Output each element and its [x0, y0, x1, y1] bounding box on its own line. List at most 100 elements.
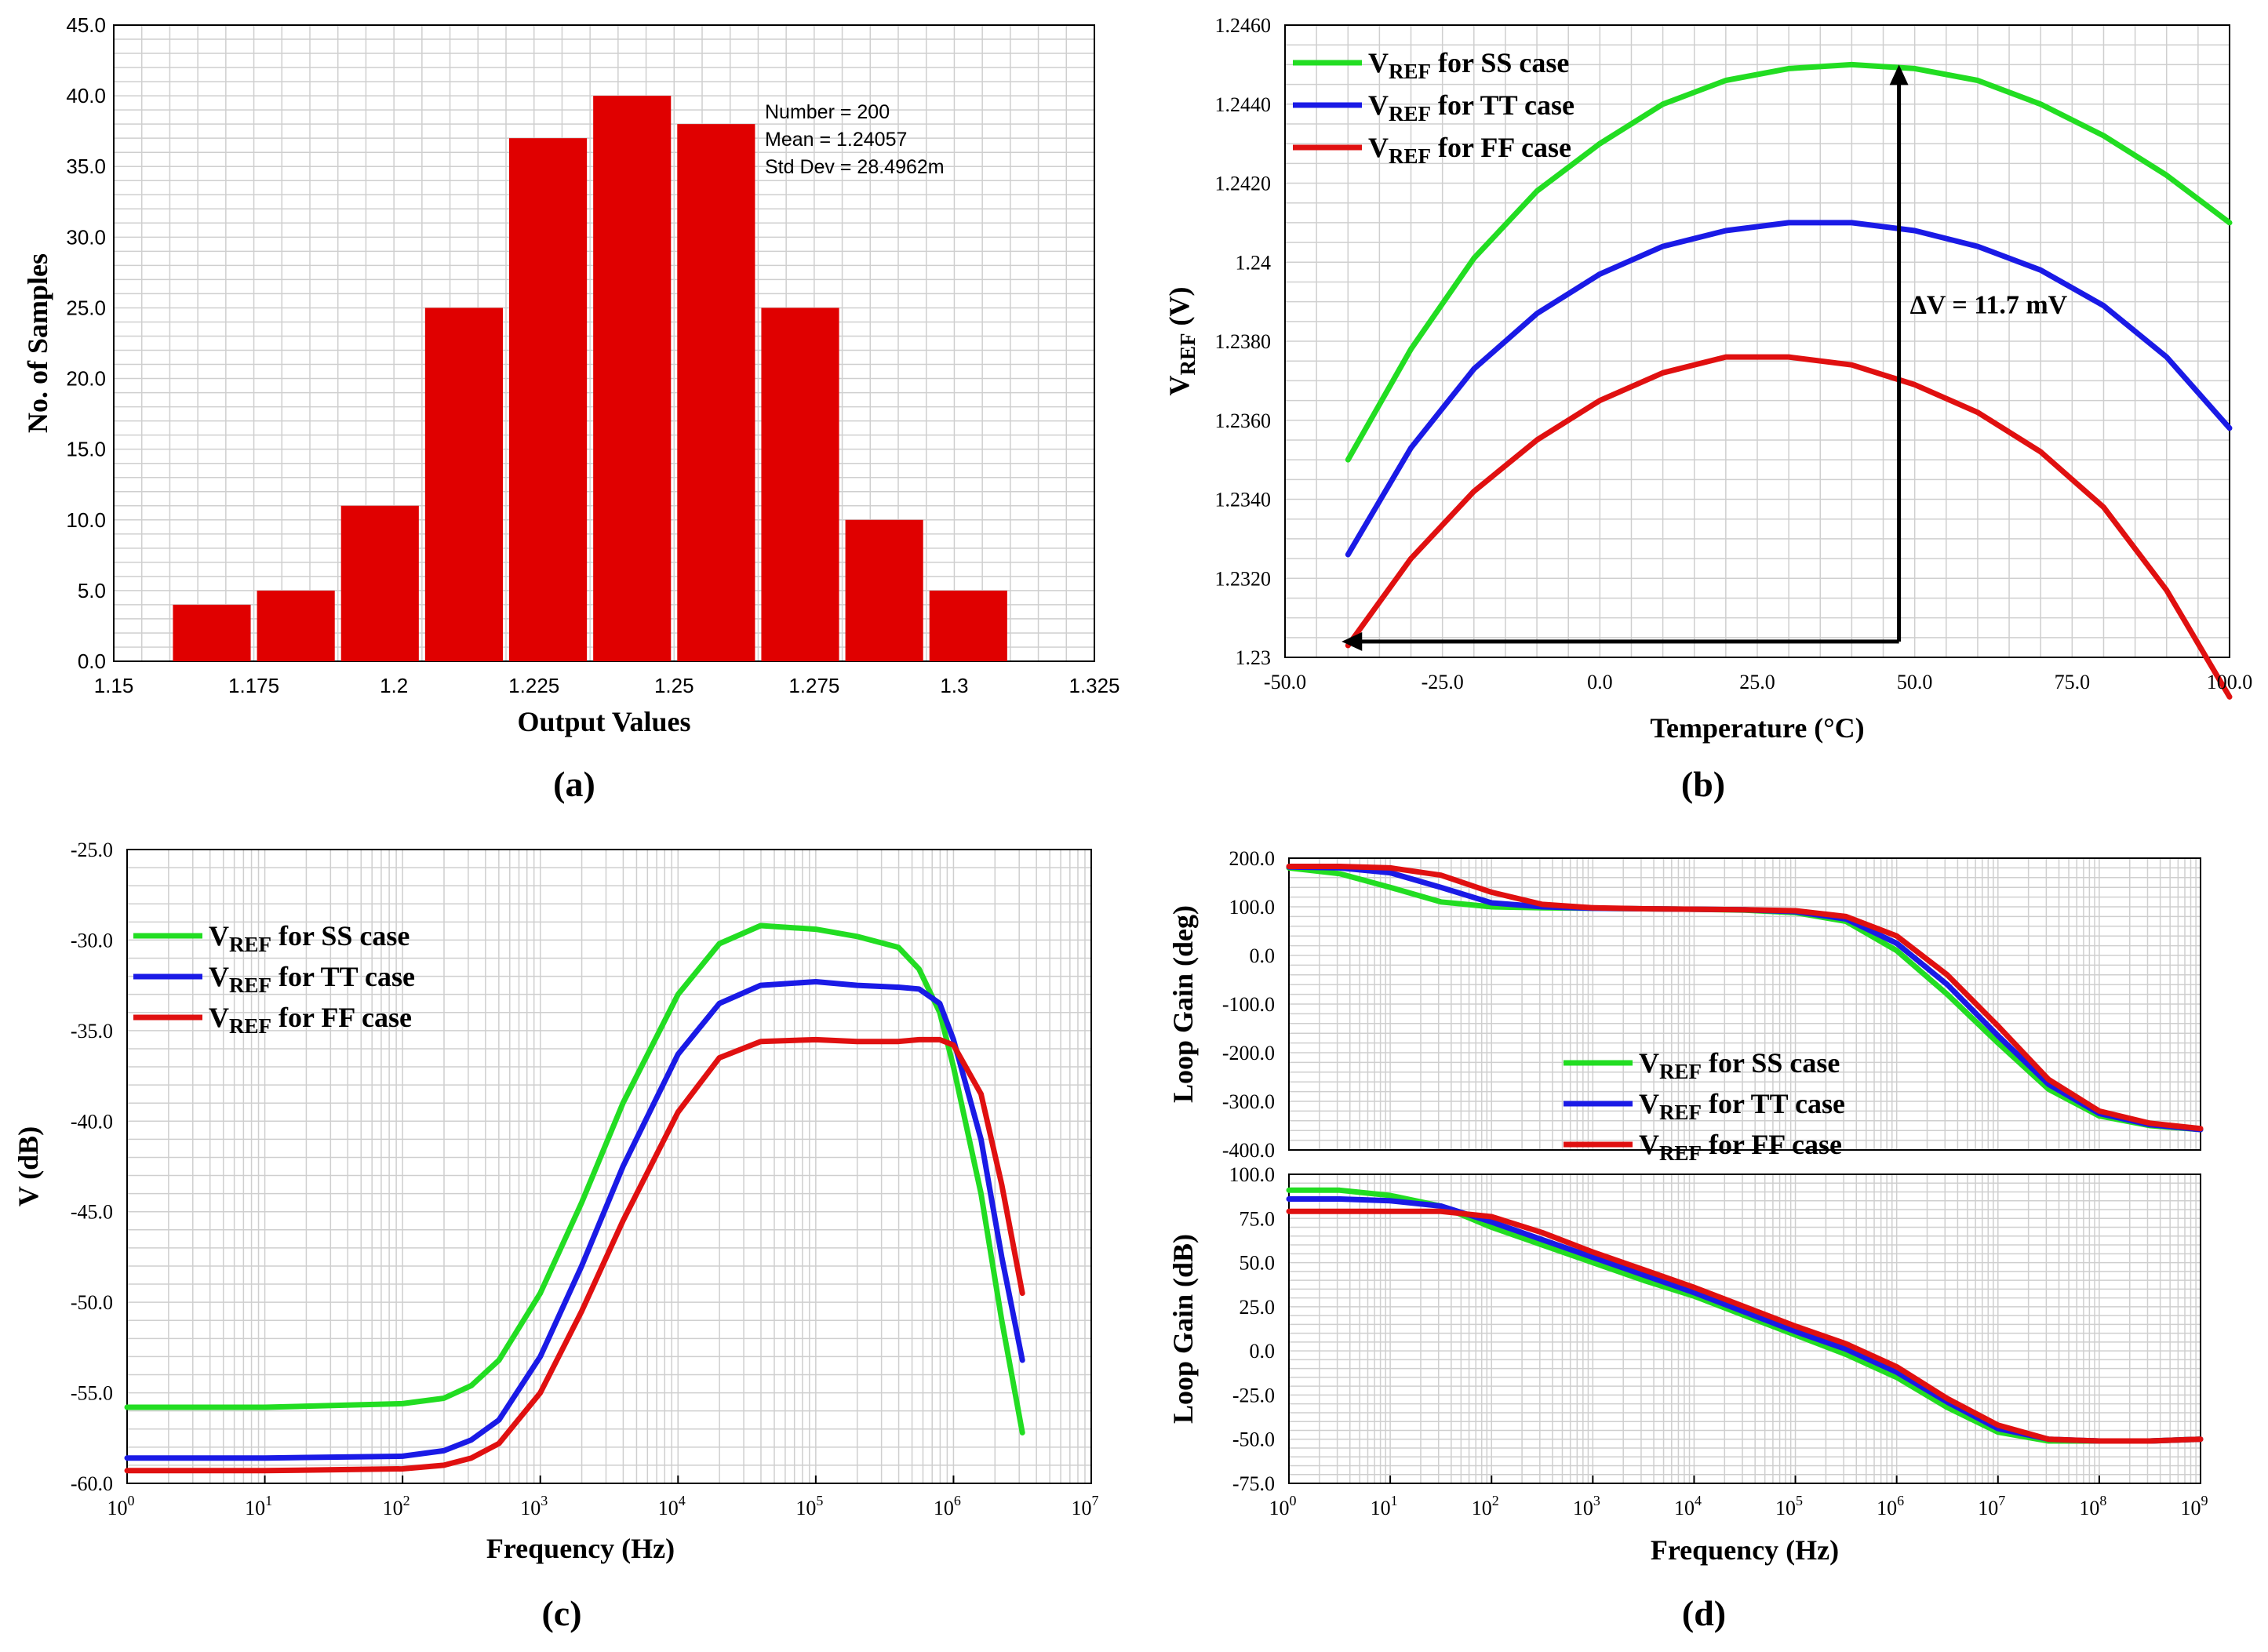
d-phase-y-tick: 0.0 — [1250, 944, 1276, 967]
tick-exponent: 7 — [1092, 1493, 1099, 1508]
tick-base: 10 — [1877, 1497, 1897, 1519]
a-y-tick: 35.0 — [66, 155, 106, 178]
d-gain-y-tick: 100.0 — [1229, 1163, 1276, 1186]
b-x-tick: 75.0 — [2055, 671, 2091, 693]
c-y-tick: -25.0 — [71, 839, 113, 861]
tick-base: 10 — [245, 1497, 265, 1519]
legend-rest: for TT case — [271, 961, 415, 992]
b-x-axis-label: Temperature (°C) — [1650, 712, 1864, 744]
d-phase-y-tick: -400.0 — [1222, 1139, 1275, 1162]
d-phase-y-tick: -100.0 — [1222, 993, 1275, 1016]
legend-sub: REF — [1659, 1060, 1702, 1083]
legend-v: V — [1639, 1129, 1659, 1160]
c-x-tick: 106 — [934, 1493, 961, 1519]
d-x-tick: 101 — [1371, 1493, 1398, 1519]
legend-label-ss: VREF for SS case — [1639, 1047, 1840, 1083]
c-x-tick: 103 — [520, 1493, 548, 1519]
legend-rest: for SS case — [1431, 47, 1569, 78]
a-stats-text: Mean = 1.24057 — [765, 129, 907, 151]
tick-base: 10 — [383, 1497, 403, 1519]
ylabel-unit: (V) — [1163, 287, 1195, 333]
b-y-tick: 1.2320 — [1215, 567, 1272, 590]
legend-label-tt: VREF for TT case — [1368, 89, 1574, 126]
legend-rest: for TT case — [1431, 89, 1574, 121]
a-x-tick: 1.2 — [380, 674, 408, 697]
a-y-axis-label: No. of Samples — [22, 253, 53, 433]
b-x-tick: -25.0 — [1422, 671, 1464, 693]
d-x-tick: 100 — [1269, 1493, 1297, 1519]
c-y-tick: -45.0 — [71, 1201, 113, 1224]
panel-b-temperature-plot: ΔV = 11.7 mV -50.0 -25.0 0.0 25.0 50.0 75.0 100… — [1163, 14, 2252, 804]
tick-exponent: 6 — [954, 1493, 961, 1508]
legend-v: V — [1368, 89, 1389, 121]
tick-exponent: 9 — [2201, 1493, 2208, 1508]
a-x-tick: 1.175 — [228, 674, 279, 697]
b-series-ss-line — [1345, 61, 2233, 463]
tick-exponent: 0 — [128, 1493, 135, 1508]
d-panel-label: (d) — [1682, 1593, 1726, 1633]
c-x-tick: 107 — [1072, 1493, 1099, 1519]
c-panel-label: (c) — [541, 1593, 581, 1633]
delta-v-annotation: ΔV = 11.7 mV — [1910, 291, 2068, 320]
c-y-tick: -35.0 — [71, 1020, 113, 1043]
tick-exponent: 2 — [1492, 1493, 1499, 1508]
tick-exponent: 2 — [403, 1493, 410, 1508]
legend-v: V — [1639, 1047, 1659, 1079]
legend-label-tt: VREF for TT case — [1639, 1088, 1845, 1124]
tick-exponent: 5 — [1796, 1493, 1803, 1508]
b-x-tick: 100.0 — [2207, 671, 2253, 693]
a-y-tick: 40.0 — [66, 84, 106, 107]
tick-exponent: 7 — [1998, 1493, 2005, 1508]
legend-rest: for FF case — [1431, 132, 1571, 163]
b-x-tick: 25.0 — [1739, 671, 1775, 693]
tick-base: 10 — [1674, 1497, 1695, 1519]
tick-base: 10 — [520, 1497, 541, 1519]
legend-sub: REF — [1389, 144, 1431, 168]
c-series-ss-line — [124, 922, 1025, 1435]
legend-sub: REF — [1389, 60, 1431, 83]
a-x-axis-label: Output Values — [517, 706, 690, 737]
histogram-bar — [677, 124, 755, 662]
b-y-tick: 1.2460 — [1215, 14, 1272, 37]
b-frame — [1284, 24, 2230, 658]
d-gain-y-tick: -25.0 — [1232, 1384, 1275, 1406]
b-x-tick: 50.0 — [1897, 671, 1933, 693]
d-x-tick: 103 — [1573, 1493, 1600, 1519]
histogram-bar — [929, 590, 1007, 661]
a-y-tick: 5.0 — [78, 579, 106, 602]
b-y-tick: 1.23 — [1236, 646, 1272, 669]
tick-exponent: 1 — [1391, 1493, 1398, 1508]
legend-rest: for TT case — [1702, 1088, 1845, 1119]
legend-sub: REF — [1659, 1101, 1702, 1124]
d-gain-series-tt-line — [1286, 1196, 2204, 1444]
b-x-tick: 0.0 — [1587, 671, 1613, 693]
tick-base: 10 — [2079, 1497, 2099, 1519]
a-y-tick: 10.0 — [66, 508, 106, 532]
tick-base: 10 — [934, 1497, 954, 1519]
b-y-tick: 1.2420 — [1215, 173, 1272, 195]
b-y-axis-label: VREF (V) — [1163, 287, 1200, 396]
d-phase-y-tick: -200.0 — [1222, 1042, 1275, 1064]
d-phase-frame — [1288, 857, 2201, 1151]
histogram-bar — [173, 604, 251, 661]
legend-rest: for FF case — [1702, 1129, 1842, 1160]
legend-label-ff: VREF for FF case — [1368, 132, 1571, 168]
legend-rest: for SS case — [271, 920, 410, 952]
d-x-tick: 105 — [1775, 1493, 1803, 1519]
histogram-bar — [509, 138, 588, 661]
d-gain-y-axis-label: Loop Gain (dB) — [1167, 1234, 1199, 1424]
c-x-tick: 102 — [383, 1493, 410, 1519]
tick-base: 10 — [1269, 1497, 1290, 1519]
d-gain-y-tick: -75.0 — [1232, 1472, 1275, 1495]
a-x-tick: 1.25 — [654, 674, 694, 697]
histogram-bar — [340, 505, 419, 661]
c-y-tick: -30.0 — [71, 929, 113, 952]
tick-base: 10 — [1371, 1497, 1391, 1519]
b-x-tick: -50.0 — [1264, 671, 1306, 693]
histogram-bar — [257, 590, 335, 661]
histogram-bar — [424, 307, 503, 661]
d-x-axis-label: Frequency (Hz) — [1651, 1534, 1839, 1566]
a-y-tick: 0.0 — [78, 650, 106, 673]
tick-exponent: 5 — [816, 1493, 823, 1508]
d-x-tick: 102 — [1472, 1493, 1499, 1519]
